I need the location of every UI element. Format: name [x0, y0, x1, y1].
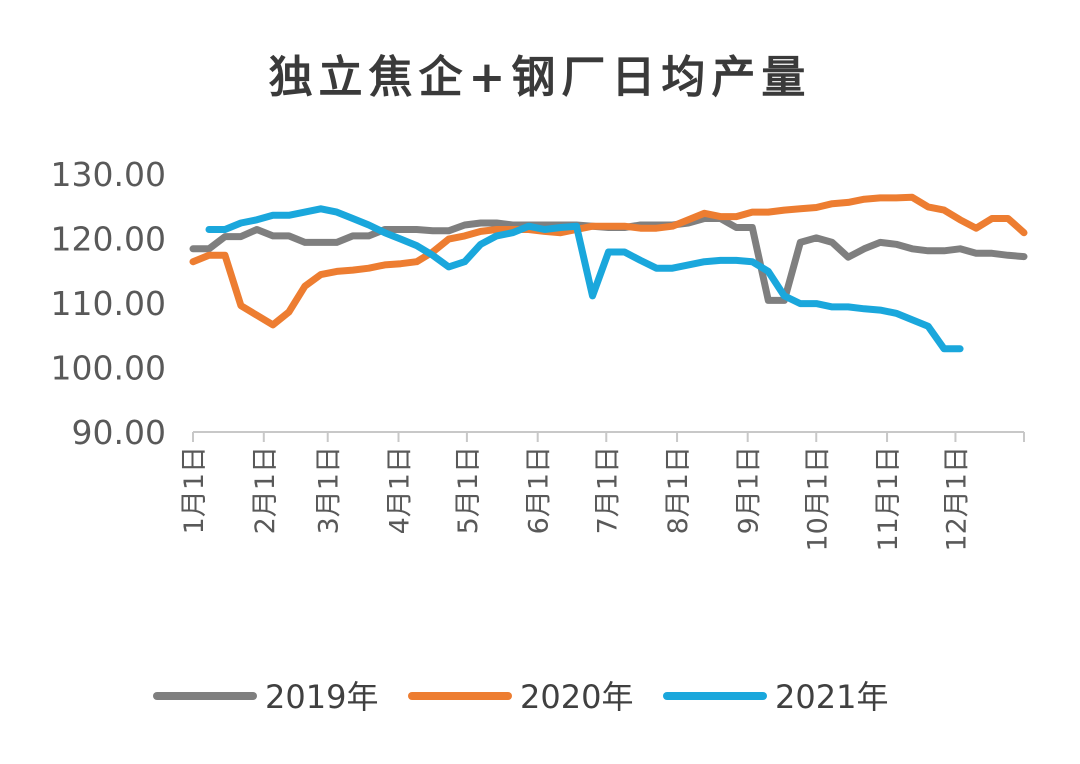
y-tick-label: 110.00	[51, 284, 166, 323]
y-tick-label: 100.00	[51, 349, 166, 388]
x-tick-label: 8月1日	[663, 446, 694, 534]
legend: 2019年 2020年 2021年	[153, 678, 888, 716]
legend-label: 2020年	[520, 678, 633, 716]
legend-label: 2021年	[775, 678, 888, 716]
x-tick-label: 11月1日	[873, 446, 904, 552]
series-line-2020	[189, 193, 1028, 329]
series-group	[189, 193, 1028, 353]
x-tick-label: 4月1日	[385, 446, 416, 534]
y-tick-label: 130.00	[51, 155, 166, 194]
axes-group: 90.00 100.00 110.00 120.00 130.00 1月1日 2月1日 3月1…	[51, 155, 1025, 552]
x-tick-label: 12月1日	[941, 446, 972, 552]
x-tick-label: 1月1日	[179, 446, 210, 534]
x-tick-label: 5月1日	[453, 446, 484, 534]
x-tick-label: 7月1日	[592, 446, 623, 534]
y-tick-label: 120.00	[51, 220, 166, 259]
chart-title: 独立焦企+钢厂日均产量	[269, 52, 812, 103]
x-tick-label: 3月1日	[314, 446, 345, 534]
x-tick-label: 2月1日	[250, 446, 281, 534]
x-tick-label: 6月1日	[524, 446, 555, 534]
y-tick-label: 90.00	[72, 413, 166, 452]
series-line-2021	[205, 205, 964, 353]
legend-label: 2019年	[265, 678, 378, 716]
x-tick-label: 9月1日	[734, 446, 765, 534]
x-tick-label: 10月1日	[802, 446, 833, 552]
